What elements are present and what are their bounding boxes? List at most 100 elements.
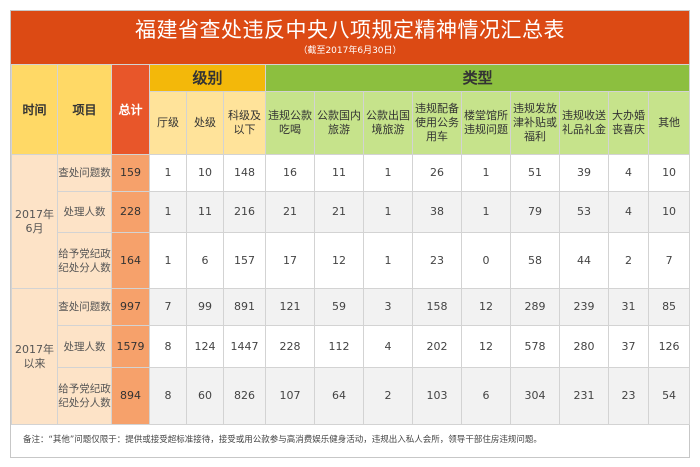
value-cell: 891 [222,288,267,326]
row-item-label: 处理人数 [57,191,112,233]
value-cell: 157 [222,232,267,289]
value-cell: 0 [461,232,512,289]
value-cell: 64 [314,367,365,425]
value-cell: 1 [363,232,414,289]
value-cell: 21 [314,191,365,233]
value-cell: 280 [559,325,610,368]
value-cell: 2 [608,232,650,289]
value-cell: 23 [608,367,650,425]
header-type: 违规配备使用公务用车 [412,91,463,155]
period-label: 2017年以来 [11,288,58,425]
row-total: 159 [111,154,150,192]
value-cell: 79 [510,191,561,233]
value-cell: 1 [461,154,512,192]
value-cell: 6 [461,367,512,425]
violations-table: 时间 项目 总计 级别 类型 厅级 处级 科级及以下 违规公款吃喝 公款国内旅游… [11,64,691,425]
value-cell: 1 [149,154,187,192]
value-cell: 85 [648,288,691,326]
header-type: 楼堂馆所违规问题 [461,91,512,155]
value-cell: 4 [608,154,650,192]
header-type: 违规发放津补贴或福利 [510,91,561,155]
table-row: 给予党纪政纪处分人数 894 8 60 826 107 64 2 103 6 3… [12,367,691,425]
value-cell: 148 [222,154,267,192]
value-cell: 578 [510,325,561,368]
value-cell: 12 [314,232,365,289]
value-cell: 7 [648,232,691,289]
value-cell: 103 [412,367,463,425]
value-cell: 7 [149,288,187,326]
value-cell: 31 [608,288,650,326]
header-type-group: 类型 [265,64,691,92]
value-cell: 11 [314,154,365,192]
value-cell: 17 [265,232,316,289]
value-cell: 16 [265,154,316,192]
header-level: 科级及以下 [222,91,267,155]
value-cell: 10 [648,154,691,192]
value-cell: 23 [412,232,463,289]
table-row: 2017年以来 查处问题数 997 7 99 891 121 59 3 158 … [11,288,691,425]
period-label: 2017年6月 [11,154,58,289]
value-cell: 53 [559,191,610,233]
value-cell: 202 [412,325,463,368]
value-cell: 4 [363,325,414,368]
value-cell: 1 [363,154,414,192]
value-cell: 289 [510,288,561,326]
value-cell: 39 [559,154,610,192]
value-cell: 2 [363,367,414,425]
value-cell: 1447 [222,325,267,368]
row-total: 164 [111,232,150,289]
value-cell: 37 [608,325,650,368]
header-type: 公款出国境旅游 [363,91,414,155]
value-cell: 216 [222,191,267,233]
value-cell: 21 [265,191,316,233]
header-type: 其他 [648,91,691,155]
value-cell: 12 [461,325,512,368]
value-cell: 8 [149,325,187,368]
page-subtitle: （截至2017年6月30日） [298,46,402,56]
header-type: 违规收送礼品礼金 [559,91,610,155]
header-type: 违规公款吃喝 [265,91,316,155]
table-row: 处理人数 1579 8 124 1447 228 112 4 202 12 57… [12,325,691,368]
value-cell: 60 [186,367,224,425]
value-cell: 99 [186,288,224,326]
value-cell: 3 [363,288,414,326]
value-cell: 4 [608,191,650,233]
value-cell: 112 [314,325,365,368]
header-level: 处级 [186,91,224,155]
value-cell: 228 [265,325,316,368]
header-type: 公款国内旅游 [314,91,365,155]
header-item: 项目 [57,64,112,155]
value-cell: 1 [363,191,414,233]
value-cell: 158 [412,288,463,326]
page-title: 福建省查处违反中央八项规定精神情况汇总表 [135,18,565,42]
value-cell: 58 [510,232,561,289]
value-cell: 304 [510,367,561,425]
value-cell: 44 [559,232,610,289]
value-cell: 6 [186,232,224,289]
value-cell: 1 [149,232,187,289]
value-cell: 826 [222,367,267,425]
value-cell: 239 [559,288,610,326]
value-cell: 10 [648,191,691,233]
header-level: 厅级 [149,91,187,155]
value-cell: 107 [265,367,316,425]
footnote: 备注：“其他”问题仅限于：提供或接受超标准接待，接受或用公款参与高消费娱乐健身活… [23,435,542,445]
value-cell: 124 [186,325,224,368]
value-cell: 121 [265,288,316,326]
value-cell: 10 [186,154,224,192]
header-total: 总计 [111,64,150,155]
header-level-group: 级别 [148,64,267,92]
header-type: 大办婚丧喜庆 [608,91,650,155]
value-cell: 231 [559,367,610,425]
value-cell: 11 [186,191,224,233]
table-row: 处理人数 228 1 11 216 21 21 1 38 1 79 53 4 1… [12,191,691,233]
value-cell: 1 [149,191,187,233]
value-cell: 12 [461,288,512,326]
row-item-label: 给予党纪政纪处分人数 [57,232,112,289]
row-total: 894 [111,367,150,425]
row-item-label: 给予党纪政纪处分人数 [57,367,112,425]
header-time: 时间 [11,64,58,155]
row-item-label: 处理人数 [57,325,112,368]
value-cell: 59 [314,288,365,326]
row-item-label: 查处问题数 [57,288,112,326]
